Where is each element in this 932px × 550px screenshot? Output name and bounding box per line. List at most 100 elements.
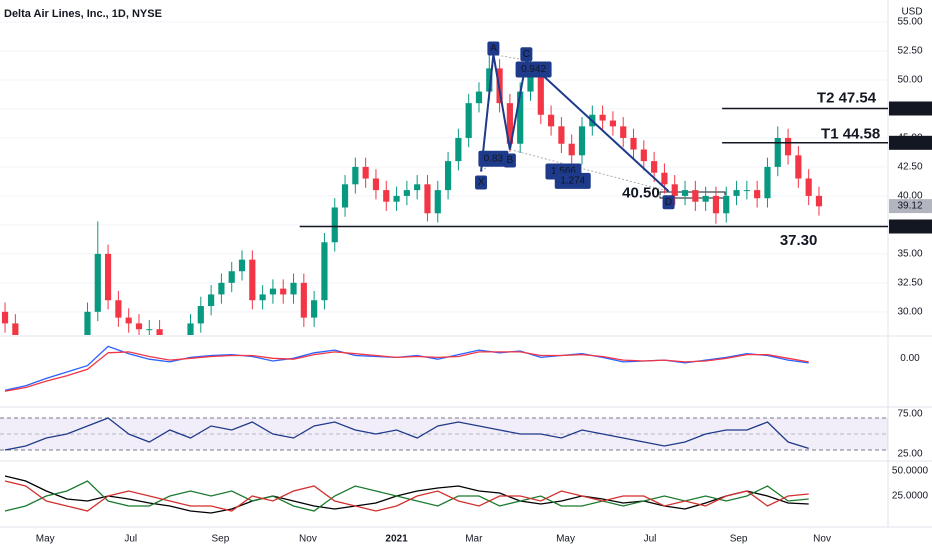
price-label-box [889, 101, 932, 116]
candle-body [475, 91, 483, 104]
ratio-label: 0.942 [521, 64, 546, 75]
x-tick-label: May [36, 534, 55, 545]
candle-body [84, 311, 91, 335]
price-pane [0, 21, 888, 335]
candle-body [517, 91, 524, 144]
x-tick-label: Jul [124, 534, 137, 545]
indicator-line [4, 417, 809, 451]
candle-body [115, 300, 122, 318]
y-tick-label: 55.00 [897, 17, 922, 28]
candle-body [259, 294, 266, 301]
candle-body [104, 253, 112, 301]
y-tick-label: 35.00 [897, 248, 922, 259]
candle-body [94, 253, 101, 312]
candle-body [434, 190, 441, 214]
ratio-label: 0.83 [484, 153, 504, 164]
x-tick-label: Jul [644, 534, 657, 545]
x-tick-label: Mar [465, 534, 483, 545]
pattern-guide [509, 149, 669, 192]
candle-body [527, 74, 534, 92]
x-tick-label: Sep [730, 534, 748, 545]
x-tick-label: May [556, 534, 575, 545]
indicator-line [4, 475, 809, 514]
candle-body [764, 166, 771, 199]
candle-body [723, 195, 730, 214]
price-label: 44.58 [897, 137, 922, 148]
price-label: 37.36 [897, 221, 922, 232]
candle-body [228, 271, 235, 283]
candle-body [424, 184, 431, 214]
candle-body [372, 178, 380, 191]
candle-body [362, 166, 369, 179]
candle-body [568, 143, 575, 156]
y-tick-label: 50.00 [897, 75, 922, 86]
pattern-leg [492, 54, 511, 150]
price-label: 39.12 [897, 201, 922, 212]
candle-body [743, 190, 750, 192]
ratio-box [478, 150, 509, 167]
point-label: C [523, 49, 530, 60]
candle-body [280, 288, 287, 295]
annotation: T2 47.54 [817, 89, 877, 106]
candle-body [661, 172, 668, 185]
candle-body [805, 178, 812, 196]
candle-body [640, 149, 647, 162]
candle-body [702, 195, 709, 202]
candle-body [125, 317, 132, 324]
candle-body [620, 126, 627, 138]
candle-body [578, 126, 586, 156]
candle-body [331, 207, 338, 243]
x-tick-label: Sep [211, 534, 229, 545]
candle-body [733, 190, 740, 196]
candle-body [558, 126, 565, 144]
currency: USD [901, 7, 922, 18]
candle-body [692, 190, 699, 202]
point-label: A [490, 43, 497, 54]
ratio-label: 1.274 [560, 175, 585, 186]
x-tick-label: Nov [299, 534, 317, 545]
candle-body [754, 190, 761, 199]
candle-body [548, 114, 555, 127]
candle-body [311, 300, 318, 318]
candle-body [774, 137, 781, 167]
y-tick-label: 42.50 [897, 162, 922, 173]
y-tick-label: 25.00 [897, 449, 922, 460]
point-box [475, 175, 488, 190]
indicator-line [4, 480, 809, 512]
point-box [520, 47, 533, 62]
point-label: B [507, 155, 514, 166]
candle-body [218, 282, 225, 295]
ratio-label: 1.566 [551, 166, 576, 177]
point-box [487, 41, 500, 56]
candle-body [784, 137, 792, 156]
candle-body [383, 190, 390, 202]
pattern-leg [525, 59, 670, 192]
price-label-box [889, 135, 932, 150]
pattern-guide [493, 54, 527, 61]
candle-body [156, 329, 163, 335]
candle-body [712, 195, 720, 214]
candle-body [300, 282, 307, 318]
candle-body [609, 120, 617, 127]
candle-body [135, 323, 143, 330]
candle-body [352, 166, 359, 185]
point-box [662, 195, 675, 210]
candle-body [486, 68, 493, 92]
chart-title: Delta Air Lines, Inc., 1D, NYSE [4, 8, 162, 20]
candle-body [671, 184, 678, 196]
y-tick-label: 40.00 [897, 191, 922, 202]
y-tick-label: 32.50 [897, 277, 922, 288]
candle-body [537, 74, 544, 115]
y-tick-label: 0.00 [900, 353, 920, 364]
candle-body [249, 259, 256, 301]
point-label: D [665, 197, 672, 208]
y-tick-label: 50.0000 [892, 466, 929, 477]
candle-body [393, 195, 400, 202]
y-tick-label: 75.00 [897, 409, 922, 420]
candle-body [651, 161, 658, 173]
annotation: 37.30 [780, 232, 818, 249]
ratio-box [515, 61, 552, 78]
y-tick-label: 25.0000 [892, 491, 929, 502]
candle-body [238, 259, 246, 272]
